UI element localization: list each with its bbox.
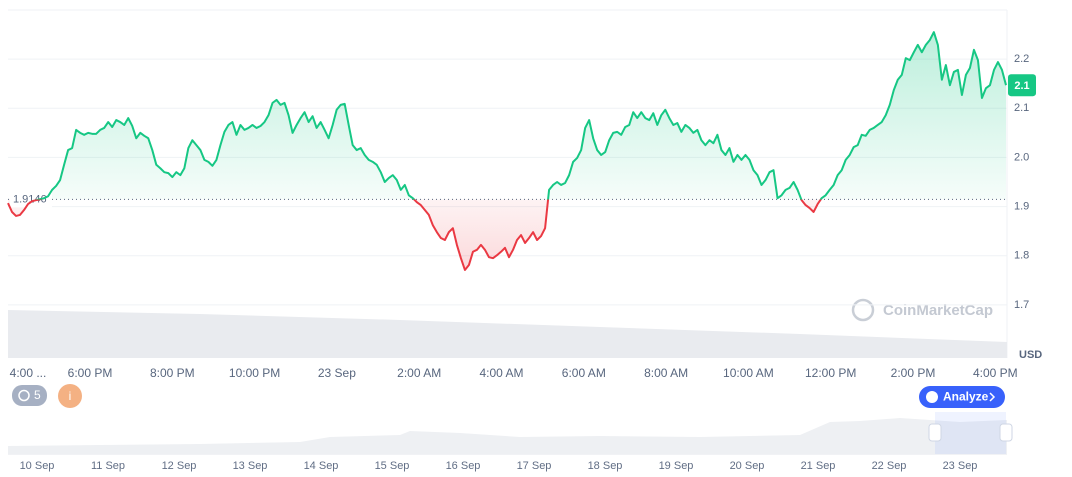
navigator-date: 14 Sep	[304, 460, 339, 472]
navigator-handle-right[interactable]	[999, 423, 1013, 442]
info-text: i	[69, 389, 72, 403]
analyze-button[interactable]: Analyze	[919, 386, 1005, 408]
navigator-date: 21 Sep	[801, 460, 836, 472]
volume-strip	[8, 310, 1007, 358]
y-unit: USD	[1019, 349, 1042, 361]
navigator	[8, 412, 1013, 455]
x-tick-label: 6:00 AM	[562, 366, 606, 380]
baseline-label: 1.9146	[13, 193, 47, 205]
x-tick-label: 12:00 PM	[805, 366, 856, 380]
analyze-pill[interactable]	[919, 386, 1005, 408]
x-tick-label: 23 Sep	[318, 366, 356, 380]
x-tick-label: 8:00 PM	[150, 366, 195, 380]
x-tick-label: 10:00 PM	[229, 366, 280, 380]
last-price-badge	[1008, 74, 1036, 97]
navigator-date: 18 Sep	[588, 460, 623, 472]
watermark-text: CoinMarketCap	[883, 302, 993, 319]
x-tick-label: 4:00 AM	[479, 366, 523, 380]
y-tick-label: 1.9	[1014, 200, 1029, 212]
area-fill	[8, 32, 1006, 270]
x-tick-label: 6:00 PM	[68, 366, 113, 380]
x-tick-label: 8:00 AM	[644, 366, 688, 380]
navigator-window[interactable]	[935, 412, 1006, 454]
x-tick-label: 2:00 PM	[891, 366, 936, 380]
info-button[interactable]: i	[58, 384, 82, 408]
last-price-label: 2.1	[1014, 80, 1029, 92]
navigator-date: 23 Sep	[943, 460, 978, 472]
navigator-date: 19 Sep	[659, 460, 694, 472]
y-tick-label: 2.1	[1014, 102, 1029, 114]
navigator-date: 13 Sep	[233, 460, 268, 472]
navigator-date: 17 Sep	[517, 460, 552, 472]
x-tick-label: 4:00 PM	[973, 366, 1018, 380]
navigator-date: 11 Sep	[91, 460, 125, 472]
price-line	[7, 31, 1007, 271]
x-tick-label: 10:00 AM	[723, 366, 774, 380]
y-tick-label: 1.7	[1014, 299, 1029, 311]
y-tick-label: 2.0	[1014, 151, 1029, 163]
y-tick-label: 2.2	[1014, 53, 1029, 65]
navigator-handle-left[interactable]	[928, 423, 942, 442]
baseline-label-bg	[10, 191, 52, 208]
history-count: 5	[34, 388, 41, 402]
analyze-chevron	[989, 392, 996, 402]
history-button[interactable]: 5	[12, 385, 47, 406]
navigator-date: 12 Sep	[162, 460, 197, 472]
watermark-logo	[851, 298, 875, 322]
navigator-date: 10 Sep	[20, 460, 55, 472]
info-circle[interactable]	[58, 384, 82, 408]
navigator-area	[8, 418, 1007, 454]
x-tick-label: 4:00 ...	[10, 366, 47, 380]
navigator-date: 20 Sep	[730, 460, 765, 472]
watermark: CoinMarketCap	[851, 298, 993, 322]
history-icon	[18, 389, 30, 402]
x-tick-label: 2:00 AM	[397, 366, 441, 380]
analyze-text: Analyze	[943, 390, 989, 404]
navigator-date: 15 Sep	[375, 460, 410, 472]
y-tick-label: 1.8	[1014, 250, 1029, 262]
analyze-icon	[926, 391, 938, 403]
navigator-date: 22 Sep	[872, 460, 907, 472]
navigator-date: 16 Sep	[446, 460, 481, 472]
